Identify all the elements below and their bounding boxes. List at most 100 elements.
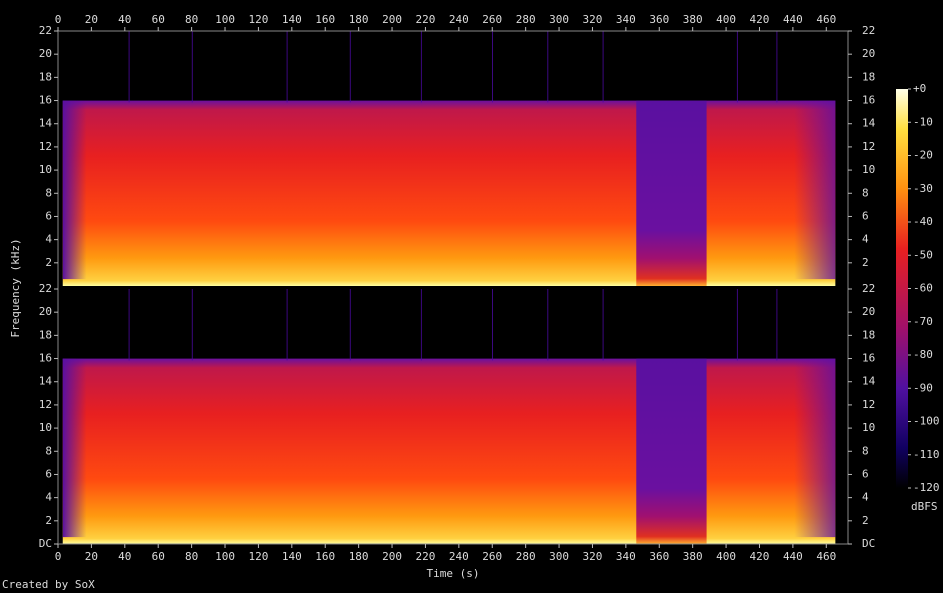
- y-tick-label-left: 8: [45, 186, 52, 199]
- x-tick-label-top: 60: [152, 13, 165, 26]
- colorbar-tick-label: -10: [913, 115, 933, 128]
- y-tick-label-left: 22: [39, 24, 52, 37]
- colorbar-tick-label: +0: [913, 82, 926, 95]
- y-tick-label-left: 12: [39, 140, 52, 153]
- x-tick-label-top: 280: [516, 13, 536, 26]
- y-tick-label-left: 16: [39, 352, 52, 365]
- x-tick-label-bottom: 340: [616, 550, 636, 563]
- x-tick-label-bottom: 100: [215, 550, 235, 563]
- y-tick-label-right: 4: [862, 233, 869, 246]
- x-tick-label-bottom: 40: [118, 550, 131, 563]
- x-tick-label-bottom: 260: [482, 550, 502, 563]
- x-tick-label-top: 200: [382, 13, 402, 26]
- y-tick-label-left: 20: [39, 305, 52, 318]
- x-tick-label-top: 420: [750, 13, 770, 26]
- y-tick-label-left: 18: [39, 70, 52, 83]
- y-tick-label-left: 2: [45, 514, 52, 527]
- x-tick-label-top: 0: [55, 13, 62, 26]
- y-tick-label-right: 4: [862, 491, 869, 504]
- y-tick-label-right: 18: [862, 70, 875, 83]
- colorbar-tick-label: -40: [913, 215, 933, 228]
- x-tick-label-top: 400: [716, 13, 736, 26]
- y-tick-label-left: 8: [45, 444, 52, 457]
- x-tick-label-top: 80: [185, 13, 198, 26]
- plot-frame: [57, 30, 849, 545]
- y-tick-label-right: 16: [862, 352, 875, 365]
- y-tick-label-right: 8: [862, 444, 869, 457]
- y-tick-label-left: 18: [39, 328, 52, 341]
- y-tick-label-left: 6: [45, 467, 52, 480]
- x-tick-label-bottom: 140: [282, 550, 302, 563]
- colorbar-tick-label: -20: [913, 149, 933, 162]
- y-tick-label-right: 2: [862, 256, 869, 269]
- y-tick-label-right: 12: [862, 398, 875, 411]
- x-tick-label-top: 360: [649, 13, 669, 26]
- x-tick-label-bottom: 220: [416, 550, 436, 563]
- y-axis-label: Frequency (kHz): [9, 238, 22, 337]
- colorbar-label: dBFS: [911, 500, 938, 513]
- y-tick-label-right: 22: [862, 282, 875, 295]
- x-tick-label-bottom: 60: [152, 550, 165, 563]
- x-tick-label-top: 320: [583, 13, 603, 26]
- y-tick-label-right: 2: [862, 514, 869, 527]
- x-tick-label-bottom: 440: [783, 550, 803, 563]
- y-tick-label-right: 10: [862, 421, 875, 434]
- y-tick-label-left: 10: [39, 163, 52, 176]
- x-tick-label-top: 160: [315, 13, 335, 26]
- y-tick-label-left: DC: [39, 537, 52, 550]
- y-tick-label-right: 18: [862, 328, 875, 341]
- x-tick-label-top: 380: [683, 13, 703, 26]
- y-tick-label-left: 10: [39, 421, 52, 434]
- x-tick-label-bottom: 20: [85, 550, 98, 563]
- colorbar-tick-label: -50: [913, 248, 933, 261]
- x-tick-label-top: 140: [282, 13, 302, 26]
- y-tick-label-left: 14: [39, 117, 53, 130]
- x-axis-label: Time (s): [427, 567, 480, 580]
- y-tick-label-right: 6: [862, 467, 869, 480]
- x-tick-label-top: 460: [816, 13, 836, 26]
- x-tick-label-top: 40: [118, 13, 131, 26]
- x-tick-label-bottom: 460: [816, 550, 836, 563]
- y-tick-label-left: 22: [39, 282, 52, 295]
- y-tick-label-left: 4: [45, 491, 52, 504]
- x-tick-label-bottom: 80: [185, 550, 198, 563]
- colorbar-tick-label: -70: [913, 315, 933, 328]
- x-tick-label-top: 120: [248, 13, 268, 26]
- y-tick-label-left: 2: [45, 256, 52, 269]
- colorbar-tick-label: -120: [913, 481, 940, 494]
- colorbar-tick-label: -110: [913, 448, 940, 461]
- x-tick-label-bottom: 200: [382, 550, 402, 563]
- y-tick-label-left: 14: [39, 375, 53, 388]
- y-tick-label-left: 4: [45, 233, 52, 246]
- y-tick-label-right: 20: [862, 47, 875, 60]
- x-tick-label-bottom: 160: [315, 550, 335, 563]
- channel-2-image: [58, 289, 848, 544]
- colorbar-tick-label: -80: [913, 348, 933, 361]
- y-tick-label-right: 22: [862, 24, 875, 37]
- y-tick-label-right: 14: [862, 117, 876, 130]
- y-tick-label-right: 12: [862, 140, 875, 153]
- x-tick-label-bottom: 300: [549, 550, 569, 563]
- y-tick-label-left: 12: [39, 398, 52, 411]
- y-tick-label-left: 6: [45, 209, 52, 222]
- x-tick-label-top: 100: [215, 13, 235, 26]
- x-tick-label-bottom: 240: [449, 550, 469, 563]
- x-tick-label-top: 300: [549, 13, 569, 26]
- x-tick-label-top: 440: [783, 13, 803, 26]
- colorbar-tick-label: -30: [913, 182, 933, 195]
- y-tick-label-right: 14: [862, 375, 876, 388]
- x-tick-label-bottom: 360: [649, 550, 669, 563]
- x-tick-label-bottom: 280: [516, 550, 536, 563]
- x-tick-label-top: 260: [482, 13, 502, 26]
- x-tick-label-top: 20: [85, 13, 98, 26]
- channel-1-image: [58, 31, 848, 286]
- y-tick-label-right: 20: [862, 305, 875, 318]
- x-tick-label-bottom: 120: [248, 550, 268, 563]
- x-tick-label-bottom: 380: [683, 550, 703, 563]
- x-tick-label-bottom: 420: [750, 550, 770, 563]
- y-tick-label-left: 20: [39, 47, 52, 60]
- y-tick-label-right: DC: [862, 537, 875, 550]
- x-tick-label-top: 220: [416, 13, 436, 26]
- x-tick-label-top: 340: [616, 13, 636, 26]
